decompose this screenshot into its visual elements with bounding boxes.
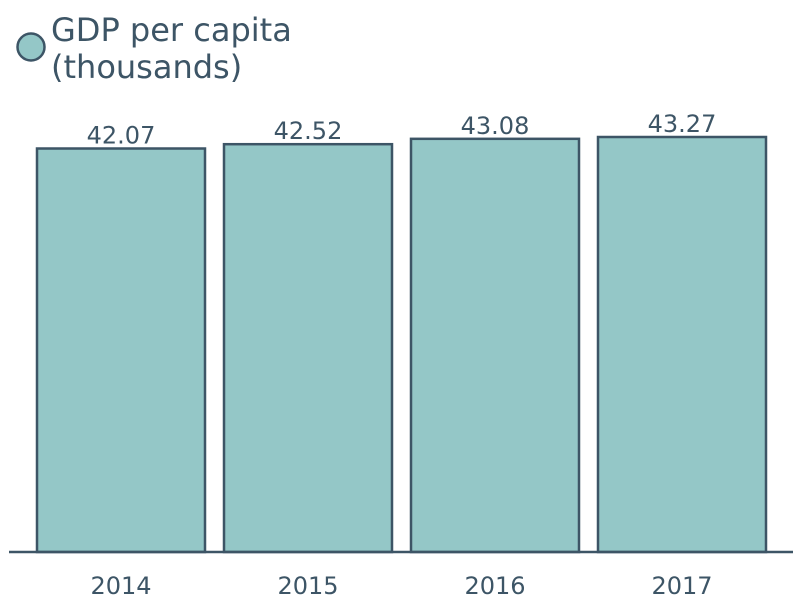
bar-2017 bbox=[596, 135, 768, 554]
bar-2016 bbox=[409, 137, 581, 554]
value-label-2016: 43.08 bbox=[461, 112, 530, 140]
value-label-2015: 42.52 bbox=[274, 117, 343, 145]
legend: GDP per capita (thousands) bbox=[16, 11, 292, 86]
legend-swatch bbox=[16, 32, 46, 62]
legend-label-line-2: (thousands) bbox=[51, 48, 242, 86]
bars bbox=[35, 135, 768, 554]
value-labels: 42.07 42.52 43.08 43.27 bbox=[87, 110, 717, 150]
x-tick-labels: 2014 2015 2016 2017 bbox=[90, 572, 712, 600]
x-tick-label-2014: 2014 bbox=[90, 572, 151, 600]
value-label-2014: 42.07 bbox=[87, 122, 156, 150]
value-label-2017: 43.27 bbox=[648, 110, 717, 138]
bar-2015 bbox=[222, 142, 394, 554]
bar-2014 bbox=[35, 147, 207, 554]
x-tick-label-2015: 2015 bbox=[277, 572, 338, 600]
x-tick-label-2017: 2017 bbox=[651, 572, 712, 600]
legend-label-line-1: GDP per capita bbox=[51, 11, 292, 49]
x-tick-label-2016: 2016 bbox=[464, 572, 525, 600]
